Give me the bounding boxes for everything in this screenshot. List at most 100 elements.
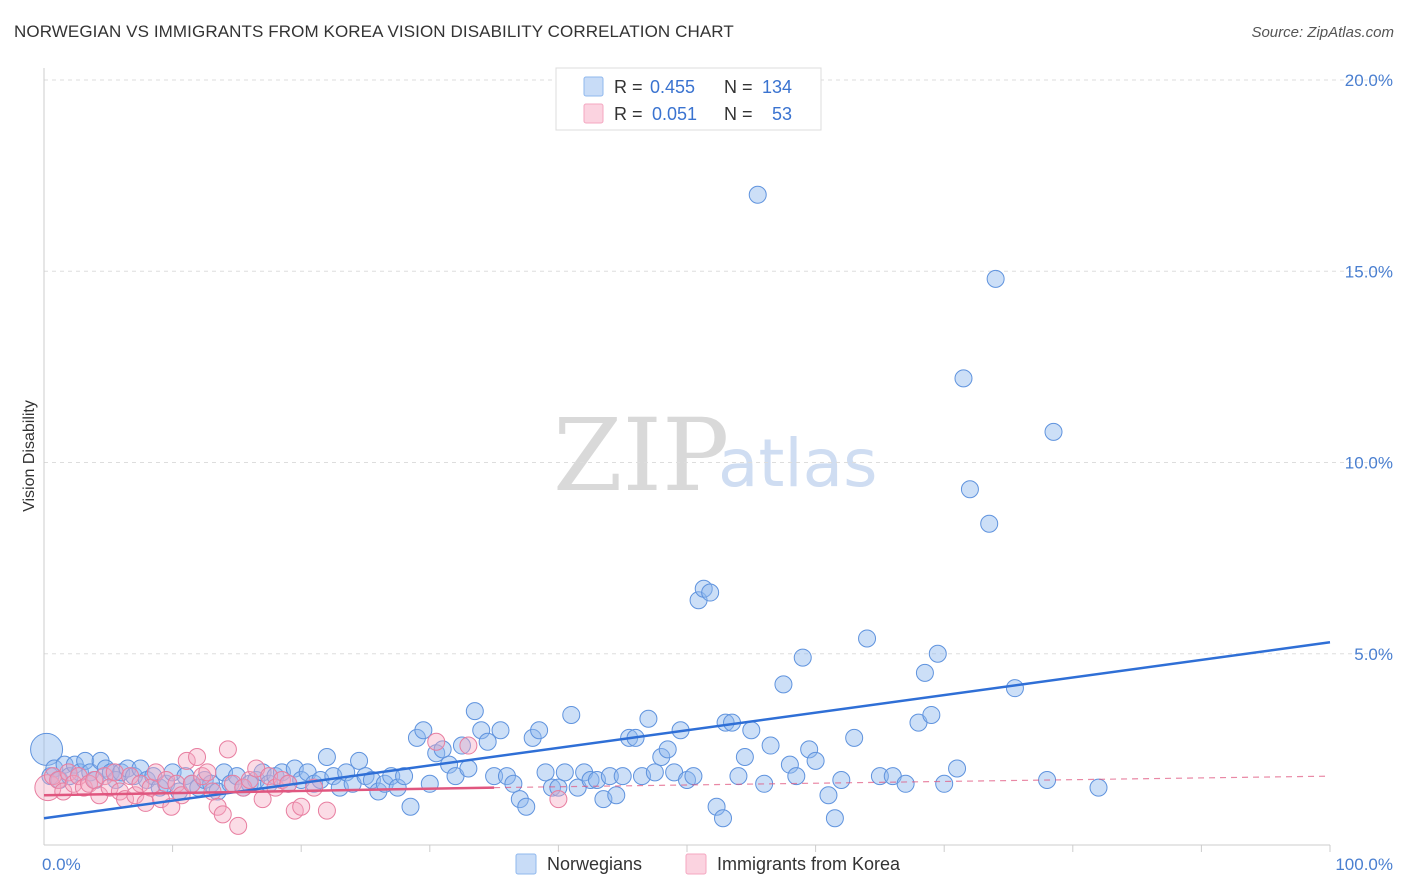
norwegian-point xyxy=(76,751,95,770)
y-tick-label: 15.0% xyxy=(1345,262,1393,281)
norwegian-point xyxy=(780,755,799,774)
norwegian-point xyxy=(510,790,529,809)
norwegian-point xyxy=(915,663,934,682)
norwegian-point xyxy=(452,736,471,755)
norwegian-point xyxy=(478,732,497,751)
bottom-legend: Norwegians Immigrants from Korea xyxy=(515,853,901,875)
korea-point xyxy=(105,763,124,782)
norwegian-point xyxy=(980,514,999,533)
norwegian-point xyxy=(639,709,658,728)
norwegian-point xyxy=(948,759,967,778)
korea-trend-line-dashed xyxy=(494,775,1331,789)
korea-point xyxy=(59,763,78,782)
norwegian-point xyxy=(793,648,812,667)
bottom-legend-swatch-norwegians xyxy=(515,853,537,875)
legend-n-label: N = xyxy=(724,104,753,124)
norwegian-point xyxy=(684,767,703,786)
legend-n-value: 134 xyxy=(762,77,792,97)
norwegian-point xyxy=(742,721,761,740)
korea-point xyxy=(229,816,248,835)
norwegian-point xyxy=(600,767,619,786)
korea-point xyxy=(131,774,150,793)
norwegian-point xyxy=(825,809,844,828)
norwegian-point xyxy=(774,675,793,694)
y-tick-label: 10.0% xyxy=(1345,454,1393,473)
norwegian-point xyxy=(395,767,414,786)
legend-r-label: R = xyxy=(614,77,643,97)
norwegian-point xyxy=(1044,422,1063,441)
norwegian-point xyxy=(542,778,561,797)
norwegian-point xyxy=(485,767,504,786)
norwegian-point xyxy=(701,583,720,602)
y-tick-label: 5.0% xyxy=(1354,645,1393,664)
norwegian-point xyxy=(658,740,677,759)
norwegian-point xyxy=(922,705,941,724)
norwegian-point xyxy=(472,721,491,740)
norwegian-point xyxy=(832,770,851,789)
trend-lines xyxy=(43,641,1331,820)
korea-point xyxy=(49,770,68,789)
korea-point xyxy=(95,767,114,786)
korea-point xyxy=(213,805,232,824)
norwegian-point xyxy=(407,728,426,747)
norwegian-point xyxy=(491,721,510,740)
norwegian-point xyxy=(761,736,780,755)
korea-point xyxy=(427,732,446,751)
legend-swatch-norwegians xyxy=(583,76,604,97)
korea-point xyxy=(459,736,478,755)
norwegian-point xyxy=(928,644,947,663)
norwegian-point xyxy=(530,721,549,740)
norwegian-point xyxy=(504,774,523,793)
bottom-legend-label-norwegians: Norwegians xyxy=(547,854,642,874)
norwegian-point xyxy=(388,778,407,797)
korea-point xyxy=(177,751,196,770)
norwegians-trend-line xyxy=(43,641,1331,820)
korea-point xyxy=(292,797,311,816)
norwegian-point xyxy=(707,797,726,816)
norwegian-point xyxy=(652,748,671,767)
norwegian-point xyxy=(350,751,369,770)
watermark-zip: ZIP xyxy=(553,397,729,514)
watermark: ZIP atlas xyxy=(553,397,878,514)
norwegian-point xyxy=(645,763,664,782)
axes xyxy=(43,68,1331,852)
legend-n-value: 53 xyxy=(772,104,792,124)
y-tick-labels: 5.0% 10.0% 15.0% 20.0% xyxy=(1345,71,1393,664)
korea-point xyxy=(146,763,165,782)
legend-r-value: 0.455 xyxy=(650,77,695,97)
norwegian-point xyxy=(935,774,954,793)
norwegian-point xyxy=(581,770,600,789)
legend-box: R = 0.455 N = 134 R = 0.051 N = 53 xyxy=(555,67,822,131)
norwegian-point xyxy=(523,728,542,747)
x-tick-labels: 0.0% 100.0% xyxy=(42,855,1393,874)
source-label: Source: ZipAtlas.com xyxy=(1251,24,1394,41)
norwegian-point xyxy=(858,629,877,648)
norwegian-point xyxy=(317,748,336,767)
norwegian-point xyxy=(517,797,536,816)
bottom-legend-label-korea: Immigrants from Korea xyxy=(717,854,901,874)
norwegian-point xyxy=(986,269,1005,288)
korea-point xyxy=(126,786,145,805)
norwegian-point xyxy=(954,369,973,388)
legend-swatch-korea xyxy=(583,103,604,124)
norwegian-point xyxy=(800,740,819,759)
norwegian-point xyxy=(465,702,484,721)
norwegian-point xyxy=(459,759,478,778)
norwegian-point xyxy=(819,786,838,805)
norwegian-point xyxy=(1005,679,1024,698)
x-tick-label: 0.0% xyxy=(42,855,81,874)
korea-trend-line-solid xyxy=(43,786,495,797)
korea-point xyxy=(198,763,217,782)
korea-point xyxy=(218,740,237,759)
norwegian-point xyxy=(369,782,388,801)
legend-n-label: N = xyxy=(724,77,753,97)
norwegian-point xyxy=(45,759,64,778)
norwegian-point xyxy=(870,767,889,786)
norwegian-point xyxy=(401,797,420,816)
norwegian-point xyxy=(896,774,915,793)
norwegian-point xyxy=(433,740,452,759)
legend-r-label: R = xyxy=(614,104,643,124)
bottom-legend-swatch-korea xyxy=(685,853,707,875)
norwegian-point xyxy=(613,767,632,786)
korea-point xyxy=(69,767,88,786)
